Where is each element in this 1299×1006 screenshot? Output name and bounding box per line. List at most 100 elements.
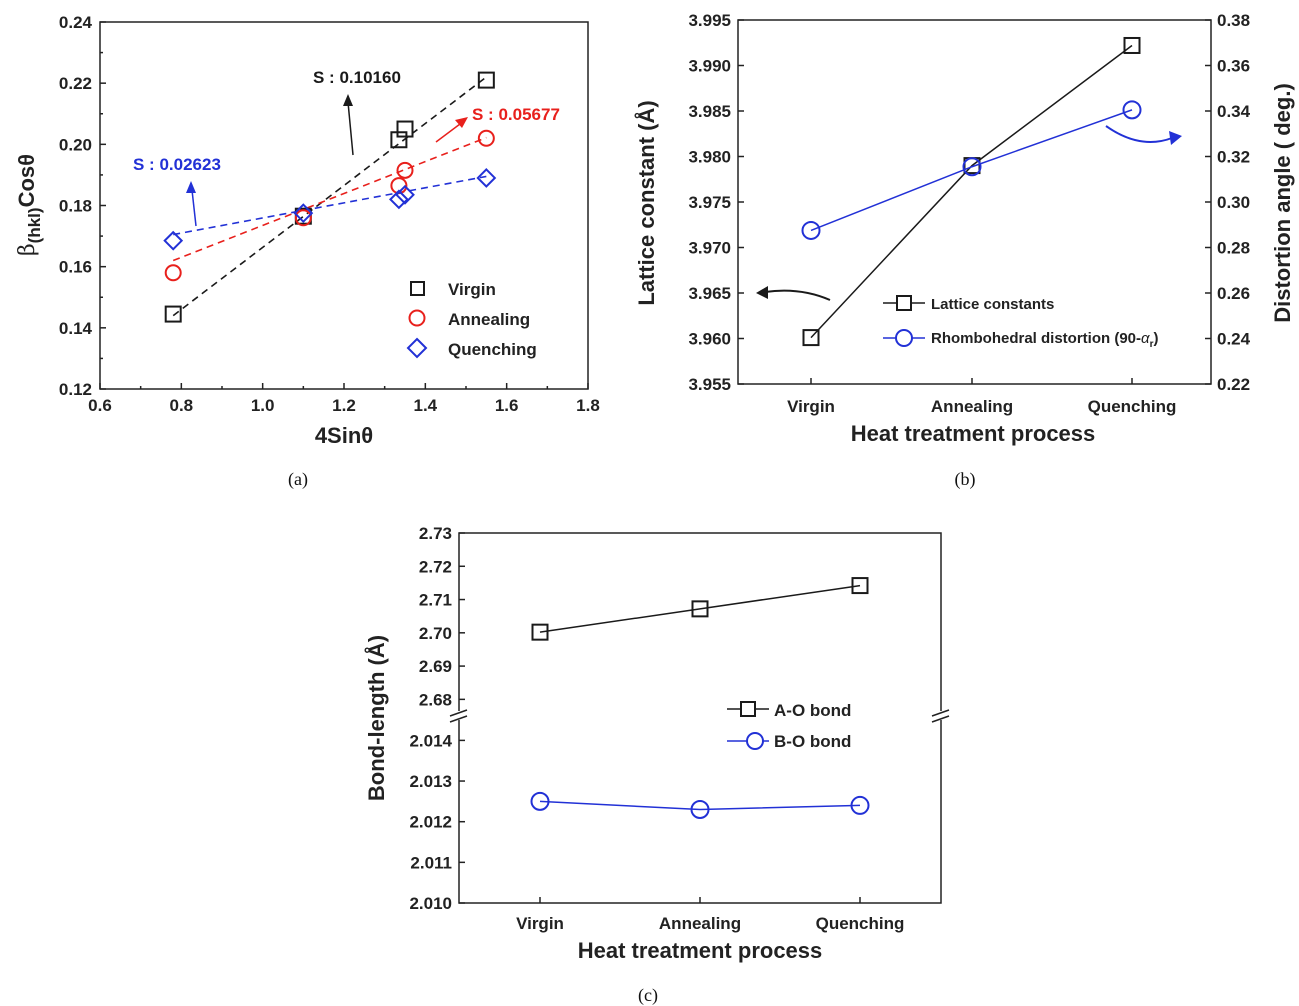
data-point-blue — [801, 220, 821, 240]
series-line-black — [810, 44, 1133, 339]
y-tick-label: 0.16 — [59, 258, 92, 277]
right-tick-label: 0.24 — [1217, 330, 1251, 349]
upper-tick-label: 2.69 — [419, 657, 452, 676]
y-tick-label: 0.18 — [59, 197, 92, 216]
legend-label-ao: A-O bond — [774, 701, 851, 720]
annotation-arrow-virgin — [347, 101, 354, 156]
panel-c-ticks: 2.68 2.69 2.70 2.71 2.72 2.73 2.010 2.011 2.012 2… — [409, 524, 904, 933]
data-point-quenching — [293, 203, 314, 224]
upper-tick-label: 2.68 — [419, 690, 452, 709]
panel-a-legend: Virgin Annealing Quenching — [406, 280, 537, 359]
axis-break-left-gap — [452, 711, 466, 720]
legend-alpha-sub: r — [1150, 339, 1154, 350]
panel-b: 3.955 3.960 3.965 3.970 3.975 3.980 3.985 3.990… — [633, 11, 1295, 490]
axis-break-right-2 — [931, 715, 950, 723]
data-point-blue — [962, 157, 982, 177]
x-category-label: Virgin — [516, 914, 564, 933]
lower-tick-label: 2.012 — [409, 813, 452, 832]
left-tick-label: 3.975 — [688, 193, 731, 212]
y-tick-label: 0.20 — [59, 135, 92, 154]
panel-a-fit-lines — [172, 76, 487, 317]
data-point-annealing — [477, 129, 495, 147]
x-category-label: Annealing — [659, 914, 741, 933]
annotation-virgin-slope: S : 0.10160 — [313, 68, 401, 87]
annotation-arrow-annealing — [435, 123, 461, 143]
annotation-quenching-slope: S : 0.02623 — [133, 155, 221, 174]
data-point-blue — [1122, 100, 1142, 120]
fit-line-annealing — [172, 136, 487, 262]
data-point-black — [802, 329, 820, 347]
data-point-annealing — [294, 209, 312, 227]
legend-label-lattice: Lattice constants — [931, 296, 1054, 313]
panel-b-ylabel-right: Distortion angle ( deg.) — [1270, 83, 1295, 323]
panel-a: 0.6 0.8 1.0 1.2 1.4 1.6 1.8 0.12 0.14 0.16 0.18 0.2… — [14, 13, 600, 490]
data-point-virgin — [477, 71, 495, 89]
left-axis-arrow — [764, 289, 831, 301]
panel-a-ticks: 0.6 0.8 1.0 1.2 1.4 1.6 1.8 0.12 0.14 0.16 0.18 0.2… — [59, 13, 600, 415]
x-category-label: Quenching — [816, 914, 905, 933]
lower-tick-label: 2.014 — [409, 731, 452, 750]
legend-label-virgin: Virgin — [448, 280, 496, 299]
legend-marker-ao — [740, 701, 756, 717]
x-tick-label: 1.8 — [576, 396, 600, 415]
legend-label-bo: B-O bond — [774, 732, 851, 751]
annotation-arrow-quenching — [191, 189, 197, 227]
data-point-blue — [690, 800, 710, 819]
arrowhead-virgin — [343, 94, 353, 106]
panel-c-legend: A-O bond B-O bond — [727, 701, 851, 751]
right-tick-label: 0.34 — [1217, 102, 1251, 121]
annotation-annealing-slope: S : 0.05677 — [472, 105, 560, 124]
data-point-virgin — [164, 305, 182, 323]
upper-tick-label: 2.72 — [419, 557, 452, 576]
data-point-virgin — [390, 131, 408, 149]
series-line-black — [539, 584, 861, 633]
panel-b-series — [801, 36, 1142, 347]
series-line-blue — [810, 109, 1133, 232]
ylabel-cos: Cosθ — [14, 154, 39, 207]
axis-break-right-gap — [934, 711, 948, 720]
panel-c-series — [530, 577, 870, 819]
right-tick-label: 0.26 — [1217, 284, 1250, 303]
caption-b: (b) — [955, 469, 976, 490]
panel-b-xlabel: Heat treatment process — [851, 421, 1096, 446]
x-tick-label: 0.8 — [170, 396, 194, 415]
panel-c-ylabel: Bond-length (Å) — [363, 635, 389, 801]
y-tick-label: 0.12 — [59, 380, 92, 399]
right-tick-label: 0.38 — [1217, 11, 1250, 30]
panel-a-ylabel: β(hkl)Cosθ — [14, 154, 44, 256]
caption-a: (a) — [288, 469, 308, 490]
x-tick-label: 0.6 — [88, 396, 112, 415]
arrowhead-annealing — [455, 117, 468, 128]
fit-line-virgin — [172, 76, 487, 317]
legend-marker-bo — [746, 732, 764, 750]
left-tick-label: 3.995 — [688, 11, 731, 30]
data-point-quenching — [476, 168, 497, 188]
legend-marker-quenching — [406, 337, 428, 359]
data-point-virgin — [396, 120, 414, 138]
left-tick-label: 3.965 — [688, 284, 731, 303]
right-axis-arrowhead — [1169, 131, 1182, 145]
right-tick-label: 0.28 — [1217, 239, 1250, 258]
x-tick-label: 1.2 — [332, 396, 356, 415]
axis-break-left-2 — [449, 715, 468, 723]
upper-tick-label: 2.71 — [419, 591, 452, 610]
x-tick-label: 1.0 — [251, 396, 275, 415]
data-point-blue — [850, 795, 870, 815]
caption-c: (c) — [638, 985, 658, 1006]
data-point-black — [691, 600, 709, 618]
data-point-blue — [530, 791, 550, 811]
panel-b-ylabel-left: Lattice constant (Å) — [633, 100, 659, 305]
x-category-label: Quenching — [1088, 397, 1177, 416]
axis-break-left-1 — [449, 709, 468, 717]
panel-c-xlabel: Heat treatment process — [578, 938, 823, 963]
left-tick-label: 3.985 — [688, 102, 731, 121]
legend-alpha: α — [1141, 330, 1150, 347]
legend-label-distortion: Rhombohedral distortion (90-αr) — [931, 330, 1158, 350]
legend-label-quenching: Quenching — [448, 340, 537, 359]
legend-marker-distortion — [895, 329, 913, 347]
left-tick-label: 3.970 — [688, 239, 731, 258]
x-tick-label: 1.6 — [495, 396, 519, 415]
axis-break-right-1 — [931, 709, 950, 717]
left-tick-label: 3.980 — [688, 148, 731, 167]
